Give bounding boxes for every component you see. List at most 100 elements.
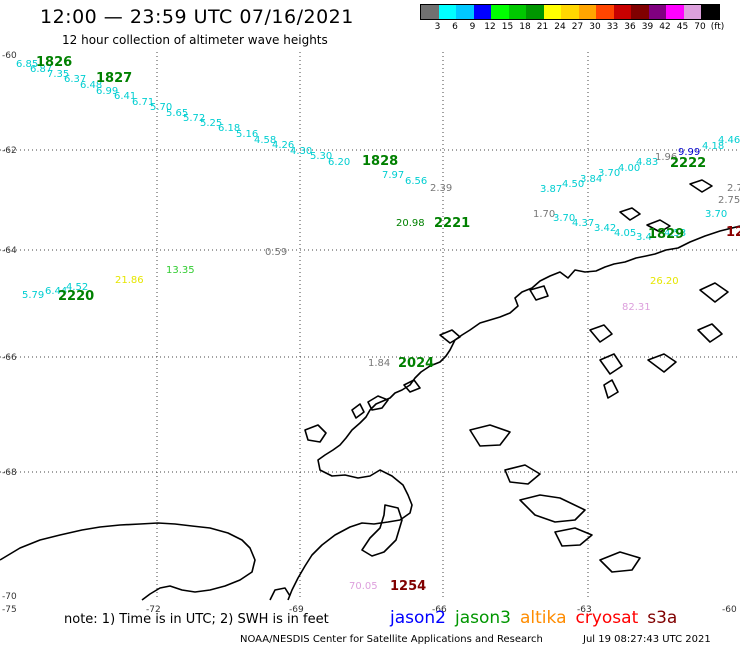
- legend-swatch: [508, 5, 526, 19]
- legend-label: 12: [484, 22, 496, 32]
- legend-label: 39: [641, 22, 654, 32]
- wave-height-value: 1.70: [533, 209, 555, 220]
- legend-swatch: [561, 5, 579, 19]
- wave-height-value: 21.86: [115, 275, 144, 286]
- island-u: [699, 282, 729, 303]
- generated-timestamp: Jul 19 08:27:43 UTC 2021: [583, 634, 711, 645]
- wave-height-value: 2.75: [718, 195, 740, 206]
- wave-height-value: 5.70: [150, 102, 172, 113]
- wave-height-value: 4.46: [718, 135, 740, 146]
- credit-line: NOAA/NESDIS Center for Satellite Applica…: [240, 634, 543, 645]
- legend-labels: 3 6 9 12 15 18 21 24 27 30 33 36 39 42 45 70 (ft): [420, 20, 725, 34]
- legend-swatch: [456, 5, 474, 19]
- island-r: [439, 329, 461, 344]
- southern-landmass: [0, 522, 256, 601]
- lat-tick-label: -62: [2, 146, 17, 156]
- wave-height-value: 6.85: [16, 59, 38, 70]
- wave-height-value: 4.18: [702, 141, 724, 152]
- map-subtitle: 12 hour collection of altimeter wave hei…: [62, 33, 328, 47]
- wave-height-value: 6.87: [30, 64, 52, 75]
- legend-label: 27: [571, 22, 584, 32]
- legend-label: 36: [624, 22, 636, 32]
- wave-height-value: 4.26: [272, 140, 294, 151]
- wave-height-value: 2.39: [430, 183, 452, 194]
- lon-tick-label: -72: [146, 605, 161, 615]
- wave-height-value: 4.52: [66, 282, 88, 293]
- wave-height-value: 5.65: [166, 108, 188, 119]
- wave-height-value: 4.83: [636, 157, 658, 168]
- legend-swatch: [578, 5, 596, 19]
- lon-tick-label: -60: [722, 605, 737, 615]
- wave-height-value: 7.35: [47, 69, 69, 80]
- island-b: [367, 395, 389, 411]
- legend-swatch: [631, 5, 649, 19]
- legend-swatch: [683, 5, 701, 19]
- legend-swatch: [526, 5, 544, 19]
- island-o: [599, 353, 623, 375]
- wave-height-value: 3.70: [705, 209, 727, 220]
- wave-height-value: 3.87: [540, 184, 562, 195]
- lat-tick-label: -66: [2, 353, 17, 363]
- axis-ticks: -60 -62 -64 -66 -68 -70 -75 -72 -69 -66 -63 -60: [2, 51, 737, 615]
- wave-height-value: 82.31: [622, 302, 651, 313]
- island-c: [351, 403, 365, 419]
- legend-swatch: [543, 5, 561, 19]
- wave-height-value: 4.58: [254, 135, 276, 146]
- wave-height-value: 6.18: [218, 123, 240, 134]
- island-s: [529, 285, 549, 301]
- pass-time-label: 1254: [390, 579, 426, 594]
- coastline: [0, 179, 740, 601]
- island-h: [599, 551, 641, 573]
- legend-swatch: [596, 5, 614, 19]
- island-d: [304, 424, 327, 443]
- wave-height-value: 3.70: [553, 213, 575, 224]
- legend-label: 24: [554, 22, 566, 32]
- footnote: note: 1) Time is in UTC; 2) SWH is in fe…: [64, 612, 329, 627]
- legend-label: 33: [606, 22, 619, 32]
- satellite-altika: altika: [520, 608, 567, 628]
- lat-tick-label: -64: [2, 246, 17, 256]
- wave-height-value: 4.53: [664, 228, 686, 239]
- wave-height-value: 5.79: [22, 290, 44, 301]
- wave-height-value: 3.84: [580, 174, 602, 185]
- wave-height-value: 6.99: [96, 86, 118, 97]
- wave-height-value: 6.71: [132, 97, 154, 108]
- pass-time-label: 12: [726, 225, 740, 240]
- wave-height-value: 1.84: [368, 358, 390, 369]
- wave-height-value: 20.98: [396, 218, 425, 229]
- wave-height-value: 6.44: [45, 286, 67, 297]
- legend-label: 42: [659, 22, 671, 32]
- wave-height-value: 3.70: [598, 168, 620, 179]
- island-v: [403, 379, 421, 393]
- island-k: [619, 207, 641, 221]
- pass-time-label: 1826: [36, 55, 72, 70]
- lon-tick-label: -69: [289, 605, 304, 615]
- wave-height-value: 9.99: [678, 147, 700, 158]
- legend-label: 18: [519, 22, 531, 32]
- pass-time-label: 2221: [434, 216, 470, 231]
- legend-label: 21: [536, 22, 549, 32]
- island-f: [519, 494, 586, 523]
- map-title: 12:00 — 23:59 UTC 07/16/2021: [40, 6, 354, 28]
- island-q: [697, 323, 723, 343]
- legend-swatch: [648, 5, 666, 19]
- island-m: [689, 179, 713, 193]
- satellite-legend: jason2 jason3 altika cryosat s3a: [390, 608, 686, 628]
- observations-layer: 6.856.877.356.376.486.996.416.715.705.65…: [16, 59, 740, 592]
- legend-label: (ft): [710, 22, 725, 32]
- wave-height-value: 6.37: [64, 74, 86, 85]
- legend-label: 30: [589, 22, 601, 32]
- island-p: [647, 353, 677, 373]
- wave-height-value: 4.37: [572, 218, 594, 229]
- wave-height-value: 26.20: [650, 276, 679, 287]
- pass-time-label: 1828: [362, 154, 398, 169]
- island-t: [603, 379, 619, 399]
- legend-swatch: [473, 5, 491, 19]
- wave-height-value: 7.97: [382, 170, 404, 181]
- pass-time-label: 2024: [398, 356, 434, 371]
- pass-time-label: 1827: [96, 71, 132, 86]
- legend-swatch: [491, 5, 509, 19]
- wave-height-value: 6.41: [114, 91, 136, 102]
- legend-label: 15: [501, 22, 514, 32]
- wave-height-value: 3.42: [594, 223, 616, 234]
